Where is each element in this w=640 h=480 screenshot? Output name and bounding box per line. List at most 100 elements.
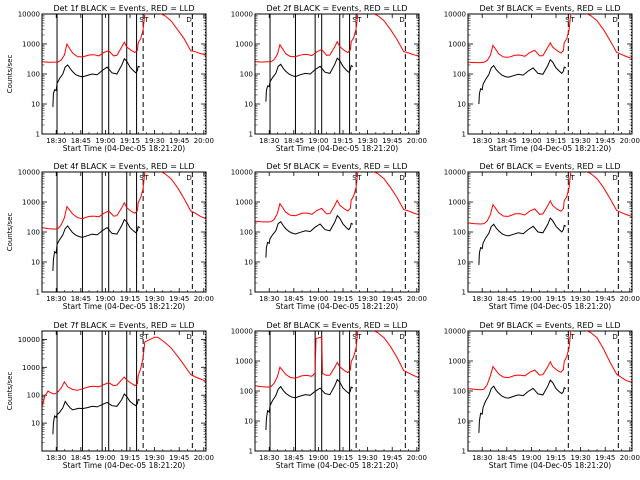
y-tick-label: 10 (31, 101, 40, 109)
y-tick-label: 100 (27, 229, 40, 237)
x-tick-label: 19:45 (595, 295, 615, 303)
y-tick-label: 1000 (22, 41, 40, 49)
y-tick-label: 10 (31, 420, 40, 428)
y-axis-label: Counts/sec (6, 213, 14, 252)
marker-label: S (139, 174, 144, 182)
x-tick-label: 19:45 (595, 137, 615, 145)
chart-title: Det 1f BLACK = Events, RED = LLD (53, 4, 194, 13)
x-axis-label: Start Time (04-Dec-05 18:21:20) (63, 461, 185, 470)
x-tick-label: 19:00 (95, 295, 115, 303)
marker-label: T (569, 333, 575, 341)
y-tick-label: 1000 (448, 199, 466, 207)
x-axis-label: Start Time (04-Dec-05 18:21:20) (276, 302, 398, 311)
y-tick-label: 1 (249, 289, 253, 297)
series-line-events (265, 378, 354, 431)
y-tick-label: 10 (31, 259, 40, 267)
y-tick-label: 1000 (448, 41, 466, 49)
series-line-lld (255, 14, 419, 63)
chart-panel-5: Det 5f BLACK = Events, RED = LLD 18:30 18:… (231, 162, 427, 311)
marker-label: S (139, 333, 144, 341)
y-tick-label: 1 (249, 448, 253, 456)
chart-panel-7: Det 7f BLACK = Events, RED = LLD 18:30 18:… (6, 321, 214, 470)
x-tick-label: 19:00 (521, 137, 541, 145)
x-tick-label: 19:00 (95, 137, 115, 145)
marker-label: S (139, 16, 144, 24)
chart-panel-2: Det 2f BLACK = Events, RED = LLD 18:30 18:… (231, 4, 427, 153)
x-tick-label: 19:15 (120, 295, 140, 303)
x-tick-label: 19:30 (571, 295, 591, 303)
chart-panel-4: Det 4f BLACK = Events, RED = LLD 18:30 18:… (6, 162, 214, 311)
x-tick-label: 18:30 (472, 295, 492, 303)
x-axis-label: Start Time (04-Dec-05 18:21:20) (489, 461, 611, 470)
x-tick-label: 19:30 (571, 137, 591, 145)
y-tick-label: 1 (249, 131, 253, 139)
x-tick-label: 19:15 (333, 137, 353, 145)
marker-label: T (143, 333, 149, 341)
x-tick-label: 18:30 (46, 295, 66, 303)
marker-label: D (399, 16, 404, 24)
chart-panel-9: Det 9f BLACK = Events, RED = LLD 18:30 18:… (444, 321, 640, 470)
chart-title: Det 9f BLACK = Events, RED = LLD (479, 321, 620, 330)
x-tick-label: 18:30 (259, 454, 279, 462)
y-tick-label: 100 (240, 71, 253, 79)
x-tick-label: 19:00 (308, 137, 328, 145)
x-tick-label: 19:00 (521, 454, 541, 462)
y-tick-label: 10 (244, 418, 253, 426)
chart-title: Det 4f BLACK = Events, RED = LLD (53, 162, 194, 171)
y-tick-label: 100 (27, 392, 40, 400)
y-tick-label: 10000 (18, 11, 40, 19)
x-axis-label: Start Time (04-Dec-05 18:21:20) (63, 302, 185, 311)
x-tick-label: 19:00 (95, 454, 115, 462)
x-tick-label: 20:00 (194, 295, 214, 303)
x-tick-label: 19:15 (120, 137, 140, 145)
y-tick-label: 10000 (231, 11, 253, 19)
x-axis-label: Start Time (04-Dec-05 18:21:20) (489, 144, 611, 153)
y-tick-label: 10000 (444, 169, 466, 177)
marker-label: D (399, 333, 404, 341)
chart-panel-8: Det 8f BLACK = Events, RED = LLD 18:30 18:… (231, 321, 427, 470)
x-tick-label: 18:45 (71, 137, 91, 145)
x-axis-label: Start Time (04-Dec-05 18:21:20) (276, 144, 398, 153)
y-tick-label: 10000 (444, 11, 466, 19)
y-tick-label: 10 (457, 259, 466, 267)
series-line-events (265, 57, 354, 102)
y-tick-label: 10 (457, 101, 466, 109)
y-tick-label: 1 (36, 289, 40, 297)
y-tick-label: 10 (457, 418, 466, 426)
x-tick-label: 19:00 (308, 295, 328, 303)
x-tick-label: 20:00 (194, 137, 214, 145)
x-tick-label: 19:15 (546, 295, 566, 303)
x-tick-label: 19:30 (145, 454, 165, 462)
marker-label: S (565, 333, 570, 341)
x-tick-label: 19:30 (145, 295, 165, 303)
y-tick-label: 1000 (22, 364, 40, 372)
x-tick-label: 20:00 (407, 295, 427, 303)
y-tick-label: 10000 (18, 169, 40, 177)
series-line-lld (468, 172, 632, 225)
series-line-lld (468, 14, 632, 64)
x-tick-label: 18:45 (71, 295, 91, 303)
y-tick-label: 1000 (22, 199, 40, 207)
chart-title: Det 7f BLACK = Events, RED = LLD (53, 321, 194, 330)
series-line-events (478, 217, 567, 265)
marker-label: D (186, 174, 191, 182)
series-line-events (478, 379, 567, 433)
x-tick-label: 19:30 (145, 137, 165, 145)
x-tick-label: 20:00 (620, 295, 640, 303)
x-tick-label: 18:30 (472, 137, 492, 145)
y-tick-label: 10 (244, 259, 253, 267)
x-tick-label: 18:30 (46, 454, 66, 462)
x-tick-label: 20:00 (620, 137, 640, 145)
series-line-lld (42, 14, 206, 63)
marker-label: T (143, 174, 149, 182)
y-tick-label: 100 (240, 388, 253, 396)
y-tick-label: 10000 (231, 169, 253, 177)
x-tick-label: 19:30 (358, 295, 378, 303)
marker-label: D (612, 174, 617, 182)
marker-label: T (356, 333, 362, 341)
marker-label: S (352, 333, 357, 341)
y-tick-label: 100 (453, 229, 466, 237)
series-line-events (52, 57, 141, 107)
y-tick-label: 10 (244, 101, 253, 109)
